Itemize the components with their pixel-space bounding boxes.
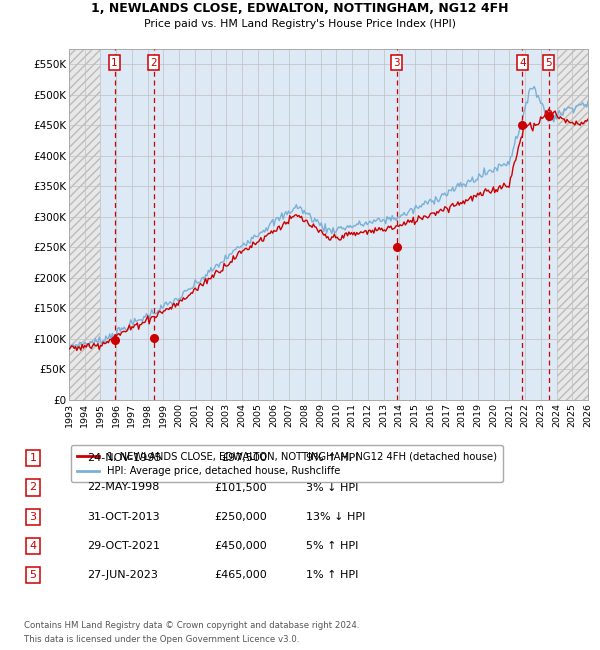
Text: Price paid vs. HM Land Registry's House Price Index (HPI): Price paid vs. HM Land Registry's House … <box>144 18 456 29</box>
Text: 13% ↓ HPI: 13% ↓ HPI <box>306 512 365 522</box>
Text: 9% ↑ HPI: 9% ↑ HPI <box>306 453 359 463</box>
Text: 5: 5 <box>29 570 37 580</box>
Text: 27-JUN-2023: 27-JUN-2023 <box>87 570 158 580</box>
Text: This data is licensed under the Open Government Licence v3.0.: This data is licensed under the Open Gov… <box>24 634 299 644</box>
Bar <box>557 49 588 400</box>
Text: 1, NEWLANDS CLOSE, EDWALTON, NOTTINGHAM, NG12 4FH: 1, NEWLANDS CLOSE, EDWALTON, NOTTINGHAM,… <box>91 2 509 15</box>
Text: 22-MAY-1998: 22-MAY-1998 <box>87 482 160 493</box>
Text: £450,000: £450,000 <box>214 541 267 551</box>
Text: £97,500: £97,500 <box>221 453 267 463</box>
Text: 4: 4 <box>29 541 37 551</box>
Text: £101,500: £101,500 <box>214 482 267 493</box>
Text: 5% ↑ HPI: 5% ↑ HPI <box>306 541 358 551</box>
Text: 31-OCT-2013: 31-OCT-2013 <box>87 512 160 522</box>
Text: 1: 1 <box>29 453 37 463</box>
Legend: 1, NEWLANDS CLOSE, EDWALTON, NOTTINGHAM, NG12 4FH (detached house), HPI: Average: 1, NEWLANDS CLOSE, EDWALTON, NOTTINGHAM,… <box>71 445 503 482</box>
Text: Contains HM Land Registry data © Crown copyright and database right 2024.: Contains HM Land Registry data © Crown c… <box>24 621 359 630</box>
Text: 2: 2 <box>29 482 37 493</box>
Text: £465,000: £465,000 <box>214 570 267 580</box>
Text: 5: 5 <box>545 57 552 68</box>
Text: 4: 4 <box>519 57 526 68</box>
Bar <box>69 49 100 400</box>
Bar <box>100 49 557 400</box>
Text: 3: 3 <box>29 512 37 522</box>
Text: 3% ↓ HPI: 3% ↓ HPI <box>306 482 358 493</box>
Text: £250,000: £250,000 <box>214 512 267 522</box>
Text: 3: 3 <box>393 57 400 68</box>
Text: 1: 1 <box>111 57 118 68</box>
Text: 29-OCT-2021: 29-OCT-2021 <box>87 541 160 551</box>
Text: 24-NOV-1995: 24-NOV-1995 <box>87 453 161 463</box>
Text: 2: 2 <box>151 57 157 68</box>
Text: 1% ↑ HPI: 1% ↑ HPI <box>306 570 358 580</box>
